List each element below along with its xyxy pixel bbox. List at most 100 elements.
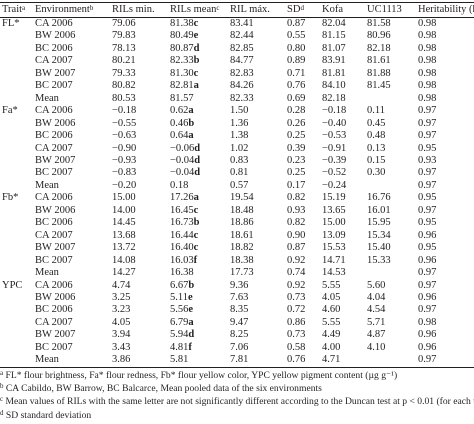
cell-text: 4.00 — [322, 341, 341, 353]
cell-text: 18.48 — [230, 204, 254, 216]
cell-text: 0.83 — [230, 154, 249, 166]
value-cell: 0.87 — [285, 18, 320, 31]
value-cell: −0.04d — [168, 167, 228, 179]
table-row: CA 2007 13.68 16.44c 18.61 0.90 13.09 15.34 0.9… — [0, 230, 474, 242]
value-cell: 14.45 — [110, 217, 168, 229]
cell-text: 0.95 — [418, 242, 437, 254]
value-cell: 0.18 — [168, 180, 228, 192]
table-row: CA 2007 80.21 82.33b 84.77 0.89 83.91 81.61 0.9… — [0, 55, 474, 67]
value-cell: 83.91 — [320, 55, 365, 67]
value-cell: 78.13 — [110, 43, 168, 55]
table-row: BW 2007 79.33 81.30c 82.83 0.71 81.81 81.88 0.9… — [0, 68, 474, 80]
value-cell: 0.98 — [416, 43, 474, 55]
header-text: Heritability (h²) — [418, 4, 474, 15]
cell-text: 0.97 — [418, 179, 437, 191]
trait-cell — [0, 68, 33, 80]
value-cell: 0.98 — [416, 93, 474, 105]
value-cell: 0.98 — [416, 18, 474, 31]
cell-text: −0.93 — [112, 154, 137, 166]
value-cell: 0.98 — [416, 68, 474, 80]
mean-letter: d — [194, 167, 201, 179]
cell-text: 16.40 — [170, 242, 194, 254]
mean-letter: c — [193, 229, 199, 241]
footnote-text: FL* flour brightness, Fa* flour redness,… — [5, 370, 398, 381]
table-row: BC 2007 80.82 82.81a 84.26 0.76 84.10 81.45 0.9… — [0, 80, 474, 92]
mean-letter: c — [193, 67, 199, 79]
trait-cell — [0, 180, 33, 192]
cell-text: 4.60 — [322, 304, 341, 316]
cell-text: 15.00 — [322, 217, 346, 229]
cell-text: 0.76 — [287, 80, 306, 92]
value-cell: 80.21 — [110, 55, 168, 67]
value-cell: 81.58 — [365, 18, 416, 31]
cell-text: 0.71 — [287, 67, 306, 79]
cell-text: 18.61 — [230, 229, 254, 241]
cell-text: 80.87 — [170, 42, 194, 54]
value-cell: 17.26a — [168, 192, 228, 204]
cell-text: 17.73 — [230, 267, 254, 279]
cell-text: 19.54 — [230, 192, 254, 204]
cell-text: 18.38 — [230, 254, 254, 266]
value-cell: 0.83 — [228, 155, 285, 167]
trait-cell — [0, 317, 33, 329]
value-cell: 0.76 — [285, 354, 320, 368]
cell-text: 81.57 — [170, 92, 194, 104]
cell-text: 6.67 — [170, 279, 189, 291]
value-cell: 0.97 — [416, 267, 474, 279]
table-row: BC 2007 14.08 16.03f 18.38 0.92 14.71 15.33 0.9… — [0, 255, 474, 267]
cell-text: 0.72 — [287, 304, 306, 316]
value-cell: 5.55 — [320, 280, 365, 292]
value-cell: 0.17 — [285, 180, 320, 192]
value-cell: 0.73 — [285, 329, 320, 341]
cell-text: 5.56 — [170, 304, 189, 316]
value-cell: 16.76 — [365, 192, 416, 204]
cell-text: 1.50 — [230, 105, 249, 117]
cell-text: 0.80 — [287, 42, 306, 54]
cell-text: 8.25 — [230, 329, 249, 341]
cell-text: 4.10 — [367, 341, 386, 353]
environment-cell: Mean — [33, 180, 110, 192]
value-cell: 8.35 — [228, 304, 285, 316]
cell-text: 0.18 — [170, 179, 189, 191]
mean-letter: d — [193, 42, 200, 54]
table-row: BW 2007 13.72 16.40c 18.82 0.87 15.53 15.40 0.9… — [0, 242, 474, 254]
cell-text: 0.97 — [418, 117, 437, 129]
table-row: BC 2007 3.43 4.81f 7.06 0.58 4.00 4.10 0.96 — [0, 342, 474, 354]
cell-text: 0.73 — [287, 291, 306, 303]
column-header: RILs min. — [110, 3, 168, 18]
value-cell: 0.89 — [285, 55, 320, 67]
header-text: UC1113 — [367, 4, 402, 15]
cell-text: 79.33 — [112, 67, 136, 79]
cell-text: 0.86 — [287, 316, 306, 328]
cell-text: 9.36 — [230, 279, 249, 291]
cell-text: −0.18 — [112, 105, 137, 117]
cell-text: 0.28 — [287, 105, 306, 117]
cell-text: 81.45 — [367, 80, 391, 92]
value-cell: 0.92 — [285, 280, 320, 292]
value-cell: 6.67b — [168, 280, 228, 292]
cell-text: 15.00 — [112, 192, 136, 204]
trait-cell — [0, 55, 33, 67]
cell-text: −0.63 — [112, 130, 137, 142]
footnote: c Mean values of RILs with the same lett… — [0, 395, 474, 408]
value-cell: 80.53 — [110, 93, 168, 105]
value-cell: −0.52 — [320, 167, 365, 179]
cell-text: 81.58 — [367, 18, 391, 29]
cell-text: 0.96 — [418, 229, 437, 241]
value-cell: 84.77 — [228, 55, 285, 67]
value-cell: 0.55 — [285, 30, 320, 42]
value-cell: 0.73 — [285, 292, 320, 304]
table-header: Traita Environmentb RILs min. RILs meanc RIL… — [0, 2, 474, 18]
header-text: RILs mean — [170, 4, 217, 15]
cell-text: 15.53 — [322, 242, 346, 254]
cell-text: 0.93 — [418, 154, 437, 166]
cell-text: −0.83 — [112, 167, 137, 179]
cell-text: 0.81 — [230, 167, 249, 179]
cell-text: 0.97 — [418, 204, 437, 216]
value-cell: 81.07 — [320, 43, 365, 55]
value-cell: 80.82 — [110, 80, 168, 92]
column-header: Heritability (h²) — [416, 3, 474, 18]
cell-text: 0.89 — [287, 55, 306, 67]
value-cell: 13.65 — [320, 205, 365, 217]
